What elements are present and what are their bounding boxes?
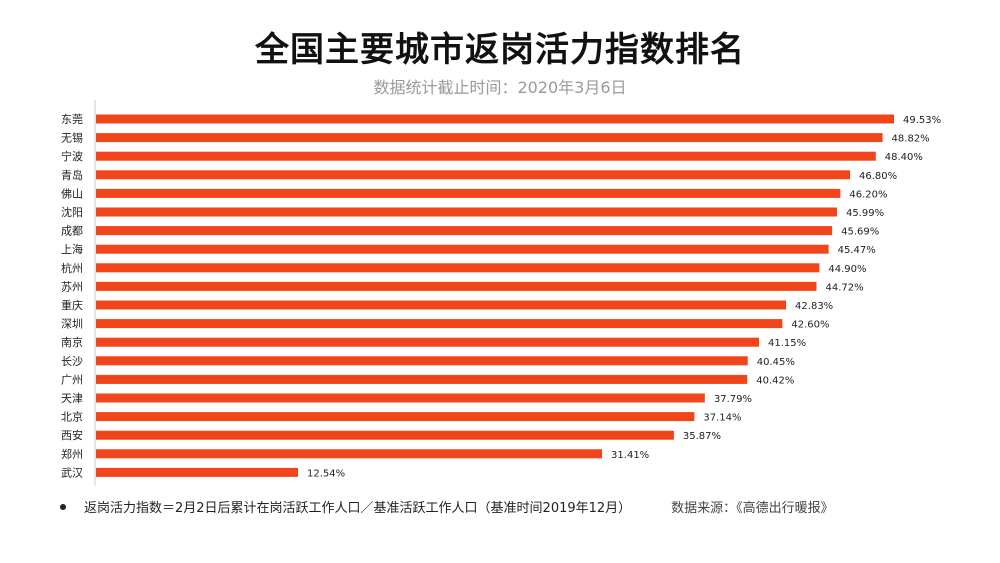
category-label: 无锡 (61, 131, 83, 145)
bullet-icon (60, 503, 66, 510)
bar (96, 226, 833, 236)
value-label: 48.40% (885, 152, 923, 163)
bar (96, 133, 883, 143)
category-label: 重庆 (61, 298, 83, 312)
bar (96, 412, 695, 422)
value-label: 44.72% (826, 282, 864, 293)
bar (96, 281, 817, 291)
bar (96, 188, 841, 198)
category-label: 成都 (61, 225, 83, 238)
category-label: 南京 (61, 335, 83, 349)
chart-title: 全国主要城市返岗活力指数排名 (255, 30, 745, 70)
category-label: 苏州 (61, 280, 83, 293)
value-label: 40.42% (756, 375, 794, 386)
data-source: 数据来源：《高德出行暖报》 (671, 501, 834, 516)
value-label: 49.53% (903, 115, 941, 126)
value-label: 48.82% (892, 134, 930, 145)
bar (96, 207, 837, 217)
category-label: 广州 (61, 373, 83, 386)
category-label: 西安 (61, 428, 83, 442)
bar (96, 430, 674, 440)
category-label: 深圳 (61, 318, 83, 331)
category-label: 北京 (61, 410, 83, 424)
value-label: 37.79% (714, 394, 752, 405)
value-label: 46.80% (859, 171, 897, 182)
bar (96, 449, 603, 459)
value-label: 12.54% (307, 468, 345, 479)
value-label: 41.15% (768, 338, 806, 349)
bar (96, 263, 820, 273)
bar (96, 393, 705, 403)
category-label: 天津 (61, 392, 83, 405)
footer: 返岗活力指数＝2月2日后累计在岗活跃工作人口／基准活跃工作人口（基准时间2019… (60, 497, 940, 516)
value-label: 35.87% (683, 431, 721, 442)
value-label: 45.69% (841, 227, 879, 238)
category-label: 青岛 (61, 168, 83, 182)
value-label: 45.47% (838, 245, 876, 256)
bar (96, 319, 783, 329)
chart-subtitle: 数据统计截止时间：2020年3月6日 (373, 78, 627, 97)
bar (96, 114, 894, 124)
bar (96, 467, 299, 477)
value-label: 37.14% (703, 413, 741, 424)
value-label: 45.99% (846, 208, 884, 219)
value-label: 42.83% (795, 301, 833, 312)
value-label: 40.45% (757, 357, 795, 368)
bar (96, 300, 787, 310)
footer-note: 返岗活力指数＝2月2日后累计在岗活跃工作人口／基准活跃工作人口（基准时间2019… (84, 501, 632, 516)
value-label: 44.90% (828, 264, 866, 275)
category-label: 宁波 (61, 149, 83, 163)
value-label: 42.60% (791, 320, 829, 331)
bar (96, 337, 759, 347)
bar (96, 244, 829, 254)
category-label: 东莞 (61, 113, 83, 126)
category-label: 佛山 (61, 187, 83, 200)
category-label: 长沙 (61, 355, 83, 368)
value-label: 46.20% (849, 189, 887, 200)
value-label: 31.41% (611, 450, 649, 461)
category-label: 上海 (61, 242, 83, 256)
bar (96, 151, 876, 161)
category-label: 杭州 (61, 261, 83, 275)
bar (96, 374, 748, 384)
category-label: 武汉 (61, 466, 83, 479)
bar (96, 170, 851, 180)
category-label: 郑州 (61, 447, 83, 461)
bar (96, 356, 748, 366)
category-label: 沈阳 (61, 205, 83, 219)
